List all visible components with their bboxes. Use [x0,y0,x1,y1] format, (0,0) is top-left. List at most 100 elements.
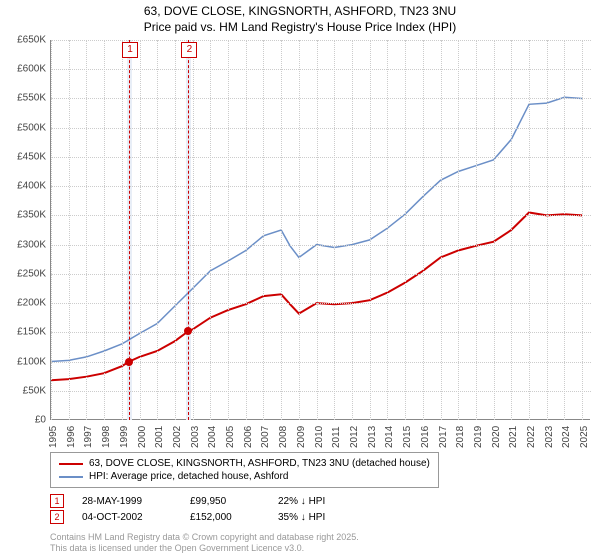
xtick-label: 2012 [349,426,360,448]
xtick-label: 2025 [579,426,590,448]
gridline-v [193,40,194,420]
chart-container: 63, DOVE CLOSE, KINGSNORTH, ASHFORD, TN2… [0,0,600,560]
ytick-label: £600K [0,64,46,75]
xtick-label: 2002 [172,426,183,448]
title-line-1: 63, DOVE CLOSE, KINGSNORTH, ASHFORD, TN2… [0,4,600,20]
gridline-v [547,40,548,420]
legend-swatch-hpi [59,476,83,478]
xtick-label: 2017 [438,426,449,448]
gridline-v [175,40,176,420]
gridline-v [334,40,335,420]
gridline-v [86,40,87,420]
xtick-label: 2006 [243,426,254,448]
gridline-h [51,186,591,187]
gridline-v [582,40,583,420]
footer-line-2: This data is licensed under the Open Gov… [50,543,359,554]
gridline-h [51,98,591,99]
sale-date-1: 28-MAY-1999 [82,496,172,507]
marker-line [188,40,189,420]
sale-price-1: £99,950 [190,496,260,507]
sale-point-dot [184,327,192,335]
ytick-label: £200K [0,298,46,309]
legend-row-hpi: HPI: Average price, detached house, Ashf… [59,470,430,483]
gridline-h [51,40,591,41]
ytick-label: £550K [0,93,46,104]
ytick-label: £400K [0,181,46,192]
gridline-v [529,40,530,420]
gridline-v [228,40,229,420]
gridline-v [370,40,371,420]
chart-area: 1995199619971998199920002001200220032004… [50,40,590,420]
xtick-label: 1995 [48,426,59,448]
gridline-h [51,157,591,158]
gridline-v [405,40,406,420]
ytick-label: £250K [0,268,46,279]
legend-swatch-property [59,463,83,465]
xtick-label: 2021 [508,426,519,448]
xtick-label: 2022 [526,426,537,448]
xtick-label: 2023 [544,426,555,448]
ytick-label: £450K [0,151,46,162]
legend-label-hpi: HPI: Average price, detached house, Ashf… [89,471,288,482]
xtick-label: 2014 [384,426,395,448]
xtick-label: 1998 [101,426,112,448]
gridline-v [210,40,211,420]
gridline-v [564,40,565,420]
xtick-label: 2020 [491,426,502,448]
gridline-v [69,40,70,420]
legend-row-property: 63, DOVE CLOSE, KINGSNORTH, ASHFORD, TN2… [59,457,430,470]
sale-badge-2: 2 [50,510,64,524]
xtick-label: 2007 [260,426,271,448]
xtick-label: 2019 [473,426,484,448]
xtick-label: 2016 [420,426,431,448]
sale-point-dot [125,358,133,366]
sale-badge-1: 1 [50,494,64,508]
xtick-label: 1999 [119,426,130,448]
gridline-v [423,40,424,420]
sale-row-1: 1 28-MAY-1999 £99,950 22% ↓ HPI [50,494,325,508]
sale-price-2: £152,000 [190,512,260,523]
xtick-label: 1997 [83,426,94,448]
gridline-v [387,40,388,420]
ytick-label: £100K [0,356,46,367]
gridline-v [122,40,123,420]
xtick-label: 2000 [137,426,148,448]
xtick-label: 2010 [314,426,325,448]
xtick-label: 2003 [190,426,201,448]
ytick-label: £500K [0,122,46,133]
gridline-v [494,40,495,420]
gridline-v [511,40,512,420]
legend-label-property: 63, DOVE CLOSE, KINGSNORTH, ASHFORD, TN2… [89,458,430,469]
gridline-h [51,69,591,70]
gridline-h [51,128,591,129]
xtick-label: 1996 [66,426,77,448]
footer: Contains HM Land Registry data © Crown c… [50,532,359,554]
legend: 63, DOVE CLOSE, KINGSNORTH, ASHFORD, TN2… [50,452,439,488]
gridline-v [246,40,247,420]
gridline-h [51,303,591,304]
gridline-v [281,40,282,420]
ytick-label: £50K [0,385,46,396]
gridline-h [51,274,591,275]
xtick-label: 2005 [225,426,236,448]
sales-block: 1 28-MAY-1999 £99,950 22% ↓ HPI 2 04-OCT… [50,494,325,526]
ytick-label: £0 [0,415,46,426]
gridline-v [441,40,442,420]
ytick-label: £350K [0,210,46,221]
gridline-v [157,40,158,420]
xtick-label: 2009 [296,426,307,448]
sale-delta-2: 35% ↓ HPI [278,512,325,523]
title-block: 63, DOVE CLOSE, KINGSNORTH, ASHFORD, TN2… [0,0,600,35]
footer-line-1: Contains HM Land Registry data © Crown c… [50,532,359,543]
gridline-h [51,332,591,333]
xtick-label: 2015 [402,426,413,448]
gridline-v [51,40,52,420]
gridline-v [299,40,300,420]
sale-date-2: 04-OCT-2002 [82,512,172,523]
plot-region: 1995199619971998199920002001200220032004… [50,40,590,420]
marker-badge: 2 [181,42,197,58]
title-line-2: Price paid vs. HM Land Registry's House … [0,20,600,36]
gridline-v [104,40,105,420]
xtick-label: 2013 [367,426,378,448]
gridline-v [263,40,264,420]
